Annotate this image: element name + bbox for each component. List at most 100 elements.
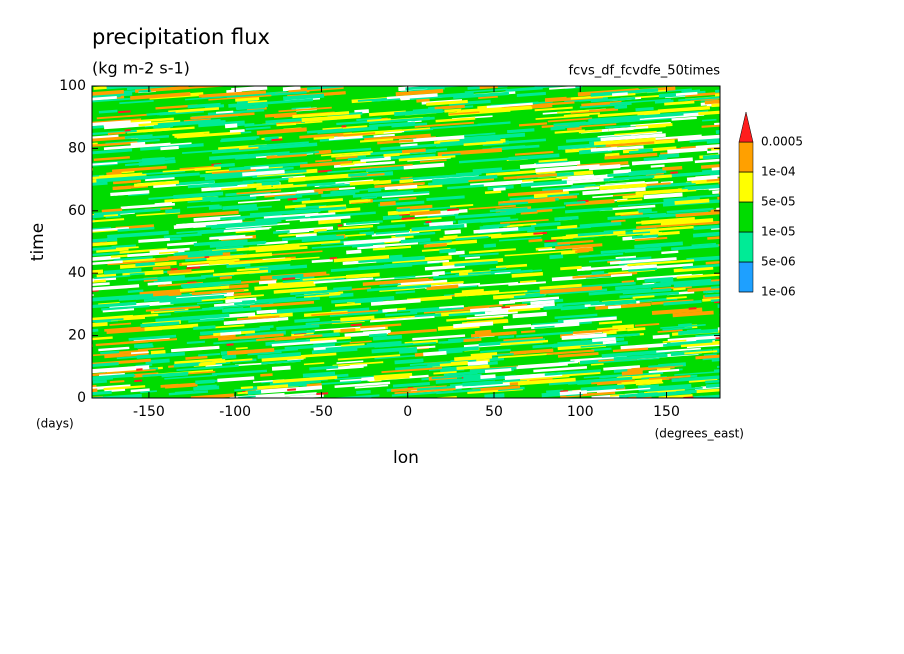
contour-fill	[159, 294, 225, 303]
contour-fill	[609, 328, 642, 333]
contour-fill	[335, 155, 358, 160]
contour-fill	[464, 256, 480, 260]
contour-fill	[306, 325, 373, 332]
contour-fill	[447, 184, 484, 190]
contour-fill	[726, 357, 753, 361]
contour-fill	[161, 373, 188, 378]
contour-fill	[92, 120, 131, 128]
contour-fill	[427, 259, 450, 264]
contour-fill	[472, 385, 521, 392]
contour-fill	[648, 375, 691, 380]
contour-fill	[327, 167, 382, 174]
contour-fill	[613, 353, 668, 361]
contour-fill	[557, 142, 606, 150]
plot-frame	[91, 85, 721, 399]
contour-fill	[177, 210, 239, 219]
contour-fill	[92, 301, 137, 309]
colorbar-segment	[738, 141, 754, 173]
contour-fill	[242, 169, 285, 177]
contour-fill	[229, 129, 245, 133]
contour-fill	[228, 166, 250, 171]
contour-fill	[310, 211, 376, 219]
contour-fill	[397, 306, 444, 312]
contour-fill	[417, 211, 459, 217]
contour-fill	[313, 277, 374, 284]
contour-fill	[186, 340, 206, 344]
contour-fill	[107, 131, 126, 135]
contour-fill	[92, 226, 130, 233]
contour-fill	[520, 211, 538, 215]
contour-fill	[309, 365, 339, 371]
contour-fill	[103, 121, 152, 127]
contour-fill	[109, 322, 132, 326]
contour-fill	[549, 254, 564, 260]
contour-fill	[147, 281, 172, 286]
contour-fill	[101, 304, 150, 311]
contour-fill	[349, 363, 368, 368]
contour-fill	[560, 391, 616, 398]
contour-fill	[287, 197, 298, 201]
contour-fill	[535, 164, 600, 173]
contour-fill	[204, 255, 210, 259]
contour-fill	[544, 239, 557, 243]
contour-fill	[271, 365, 291, 371]
contour-fill	[380, 143, 437, 151]
contour-fill	[224, 108, 265, 115]
contour-fill	[395, 88, 444, 97]
contour-fill	[675, 91, 698, 97]
contour-fill	[621, 264, 658, 271]
contour-fill	[276, 122, 297, 127]
contour-fill	[144, 270, 164, 276]
contour-fill	[256, 334, 323, 342]
contour-fill	[620, 342, 668, 350]
contour-fill	[399, 365, 431, 371]
contour-fill	[119, 99, 154, 105]
contour-fill	[478, 95, 498, 99]
contour-fill	[579, 102, 632, 109]
contour-fill	[222, 306, 262, 313]
contour-fill	[247, 98, 314, 106]
contour-fill	[92, 372, 112, 378]
contour-fill	[392, 382, 430, 388]
contour-fill	[580, 343, 621, 348]
contour-fill	[714, 91, 720, 97]
contour-fill	[140, 390, 158, 394]
contour-fill	[249, 190, 315, 197]
contour-fill	[543, 305, 563, 310]
contour-fill	[687, 285, 720, 293]
contour-fill	[459, 252, 499, 258]
chart-subtitle: (kg m-2 s-1)	[92, 59, 190, 78]
contour-fill	[686, 175, 718, 182]
contour-fill	[164, 374, 218, 380]
contour-fill	[455, 236, 489, 241]
contour-fill	[740, 380, 788, 386]
contour-fill	[215, 110, 234, 114]
contour-fill	[110, 190, 150, 197]
contour-fill	[710, 297, 720, 303]
y-tick-label: 40	[68, 265, 86, 281]
contour-fill	[521, 176, 568, 182]
contour-fill	[676, 272, 720, 279]
contour-fill	[149, 247, 190, 254]
contour-fill	[423, 243, 448, 248]
contour-fill	[519, 280, 537, 284]
contour-fill	[447, 208, 460, 212]
contour-fill	[629, 171, 643, 176]
contour-fill	[729, 325, 782, 333]
contour-fill	[138, 135, 170, 140]
contour-fill	[142, 126, 195, 133]
contour-fill	[641, 217, 695, 225]
contour-fill	[648, 368, 680, 374]
contour-fill	[581, 264, 629, 271]
contour-fill	[341, 125, 347, 128]
contour-fill	[92, 336, 113, 342]
contour-fill	[92, 282, 110, 289]
contour-fill	[729, 122, 795, 129]
contour-fill	[739, 299, 786, 306]
contour-fill	[256, 309, 277, 315]
contour-fill	[454, 260, 498, 267]
contour-fill	[465, 290, 528, 297]
contour-fill	[188, 317, 225, 323]
contour-fill	[572, 118, 630, 126]
contour-fill	[394, 358, 424, 365]
